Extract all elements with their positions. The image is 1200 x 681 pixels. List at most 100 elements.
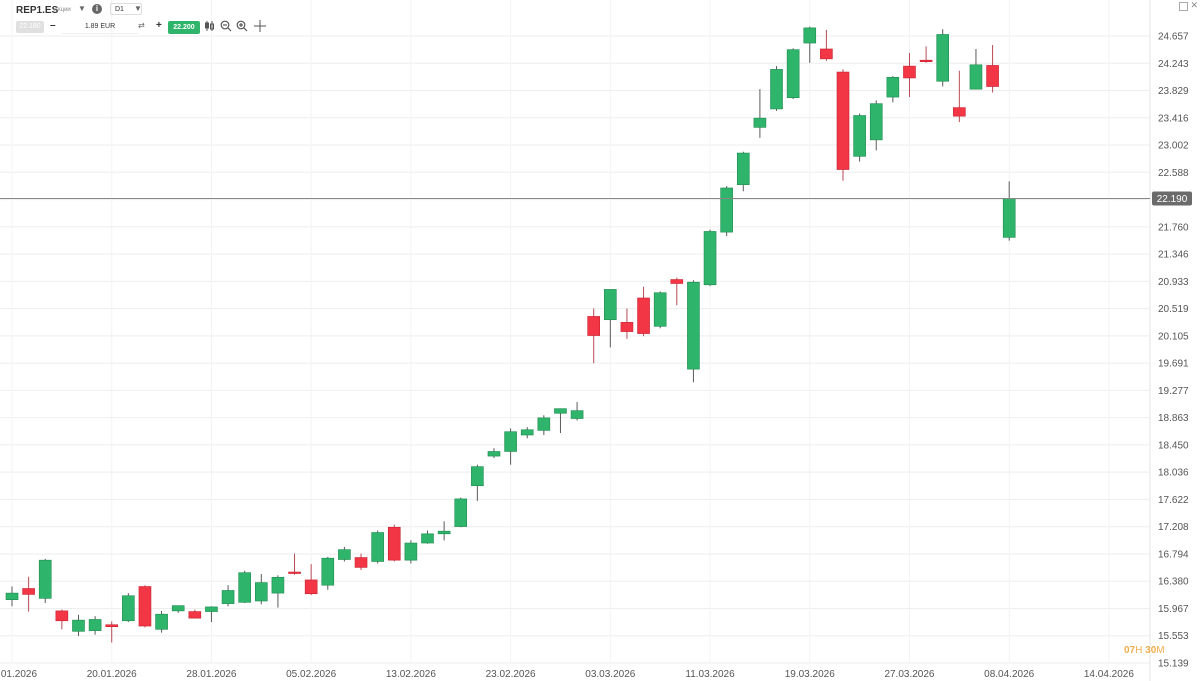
candle-body [720,187,733,233]
candle [786,48,800,100]
price-tick-label: 15.967 [1158,604,1189,615]
timer-minutes-unit: M [1156,645,1165,656]
candle [803,26,817,63]
chart-type-candles-icon[interactable] [204,20,216,35]
candle [1002,181,1016,241]
date-tick-label: 13.02.2026 [386,669,436,680]
price-tick-label: 17.208 [1158,522,1189,533]
candle-body [454,498,468,527]
candle-body [919,59,933,62]
price-tick-label: 15.139 [1158,659,1189,670]
price-tick-label: 23.002 [1158,141,1189,152]
candle [188,609,202,619]
candle [421,530,434,544]
candle [537,415,551,436]
candle [38,558,52,603]
swap-icon[interactable]: ⇄ [138,21,145,30]
candle-countdown-timer: 07H 30M [1124,645,1165,656]
buy-button[interactable]: 22.200 [168,21,200,34]
candle [387,524,401,562]
quantity-decrease-button[interactable]: – [50,20,56,31]
candle [321,556,335,590]
candle-body [703,231,717,286]
candle [454,497,468,528]
candle-body [88,619,102,631]
price-tick-label: 18.863 [1158,413,1189,424]
candle [703,229,717,287]
trade-toolbar: REP1.ES Акции ▼ i D1 ▼ 22.180 – ⇄ + 22.2… [0,0,600,40]
candle [205,606,218,623]
candles [5,26,1016,643]
candle [986,45,999,93]
candle [271,575,285,608]
timeframe-chevron-down-icon[interactable]: ▼ [134,4,142,13]
grid-lines [0,0,1151,681]
candle [637,286,650,337]
price-tick-label: 24.657 [1158,32,1189,43]
candle [620,308,634,339]
candle-body [953,107,966,117]
candle-body [604,289,617,321]
candle [221,585,235,607]
candle-body [221,590,235,604]
candle-body [321,557,335,586]
candle-body [687,281,700,370]
candle-body [753,117,767,128]
symbol-name[interactable]: REP1.ES [16,5,59,16]
date-tick-label: 14.04.2026 [1084,669,1134,680]
candle [72,614,85,636]
candle-body [387,526,401,561]
candle-body [504,431,517,452]
zoom-out-icon[interactable] [220,20,232,35]
current-price-line: 22.190 [0,191,1192,206]
candle [903,52,916,98]
date-tick-label: 12.01.2026 [0,669,37,680]
candle [604,289,617,348]
candle [22,576,35,612]
candle [853,113,866,162]
candle [304,564,318,596]
candle-body [653,292,667,327]
timeframe-select[interactable]: D1 [110,3,142,15]
candle-body [304,579,318,595]
candle-body [371,532,384,562]
candle-body [188,611,202,619]
date-tick-label: 05.02.2026 [286,669,336,680]
symbol-dropdown-icon[interactable]: ▼ [78,4,86,13]
candle-body [487,451,501,457]
quantity-input[interactable] [62,20,138,34]
date-axis: 12.01.2026 20.01.2026 28.01.2026 05.02.2026… [0,669,1134,680]
crosshair-icon[interactable] [254,20,266,35]
candle [570,402,584,421]
candle-body [471,466,484,487]
candle-body [171,605,185,612]
candle-body [205,606,218,612]
candle [371,530,384,564]
info-icon[interactable]: i [92,4,102,14]
price-axis: 24.657 24.243 23.829 23.416 23.002 22.588 22.1… [1158,32,1189,670]
zoom-in-icon[interactable] [236,20,248,35]
candle [354,553,368,571]
price-tick-label: 20.105 [1158,331,1189,342]
price-tick-label: 15.553 [1158,631,1189,642]
timer-minutes: 30 [1145,645,1157,656]
candle [138,585,152,628]
candle-body [22,588,35,595]
date-tick-label: 20.01.2026 [87,669,137,680]
candle-body [238,572,251,603]
price-tick-label: 19.691 [1158,359,1189,370]
candle [936,29,950,87]
candle-body [138,586,152,627]
candle [88,616,102,635]
date-tick-label: 03.03.2026 [585,669,635,680]
maximize-icon[interactable] [1179,2,1188,11]
candle [520,427,534,439]
sell-button[interactable]: 22.180 [16,21,44,33]
date-tick-label: 28.01.2026 [186,669,236,680]
candle-body [421,533,434,544]
candle [753,89,767,138]
quantity-increase-button[interactable]: + [156,20,162,31]
close-icon[interactable]: ✕ [1190,0,1198,10]
candle-body [820,48,833,60]
candle [238,570,251,603]
